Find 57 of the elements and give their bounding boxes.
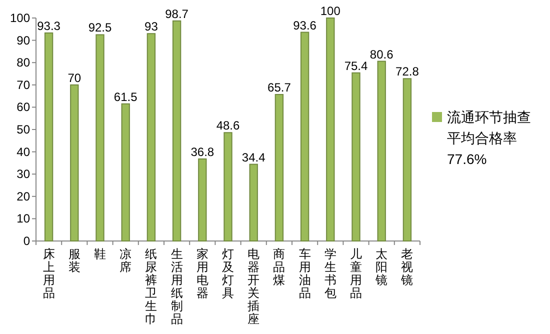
y-tick-label: 80 — [16, 56, 30, 70]
x-tick-label: 鞋 — [94, 247, 106, 261]
bar — [121, 103, 130, 242]
data-label: 93 — [144, 20, 158, 34]
x-tick-label: 床上用品 — [42, 247, 55, 300]
data-label: 92.5 — [88, 20, 112, 35]
y-tick-label: 40 — [16, 144, 30, 159]
data-label: 98.7 — [165, 6, 189, 21]
x-tick-label: 凉席 — [120, 247, 132, 274]
bar — [274, 94, 284, 242]
y-tick-label: 50 — [16, 122, 30, 136]
data-label: 72.8 — [396, 64, 420, 79]
bar — [44, 32, 54, 242]
y-tick-label: 90 — [16, 33, 30, 48]
x-tick-label: 老视镜 — [400, 247, 414, 287]
data-label: 36.8 — [190, 144, 214, 159]
y-tick-label: 100 — [10, 11, 30, 25]
bar — [70, 84, 79, 242]
x-tick-label: 家用电器 — [196, 247, 208, 300]
x-tick-label: 儿童用品 — [350, 247, 362, 300]
x-tick-label: 商品煤 — [273, 247, 286, 287]
bar — [224, 132, 232, 242]
bar — [326, 18, 335, 242]
y-tick-label: 0 — [23, 234, 30, 248]
x-tick-label: 服装 — [68, 247, 80, 274]
y-tick-label: 70 — [16, 78, 30, 92]
data-label: 48.6 — [216, 118, 240, 133]
data-label: 61.5 — [114, 90, 138, 104]
y-tick-label: 30 — [16, 167, 30, 182]
y-tick-label: 60 — [16, 100, 30, 114]
x-tick-label: 生活用纸制品 — [170, 247, 183, 326]
bar — [402, 78, 412, 242]
bar — [96, 34, 104, 242]
bar — [352, 72, 360, 242]
bar — [198, 158, 207, 242]
bar — [377, 60, 386, 242]
data-label: 70 — [68, 70, 82, 85]
data-label: 80.6 — [370, 47, 394, 62]
data-label: 100 — [320, 4, 341, 18]
data-label: 65.7 — [268, 80, 292, 94]
data-label: 75.4 — [344, 58, 368, 73]
legend-label: 流通环节抽查平均合格率 77.6% — [447, 109, 531, 167]
x-tick-label: 纸尿裤卫生巾 — [145, 247, 158, 326]
bar — [146, 33, 156, 242]
x-tick-label: 太阳镜 — [374, 247, 388, 287]
data-label: 93.6 — [293, 18, 317, 32]
x-tick-label: 电器开关插座 — [248, 247, 260, 326]
y-tick-label: 10 — [16, 212, 30, 226]
bar — [300, 32, 310, 242]
x-tick-label: 灯及灯具 — [222, 247, 234, 300]
bar — [249, 164, 258, 242]
y-tick-label: 20 — [16, 189, 30, 204]
x-tick-label: 学生书包 — [324, 247, 336, 300]
data-label: 93.3 — [37, 18, 61, 33]
bar — [172, 20, 182, 242]
data-label: 34.4 — [242, 150, 266, 164]
x-tick-label: 车用油品 — [298, 247, 311, 300]
